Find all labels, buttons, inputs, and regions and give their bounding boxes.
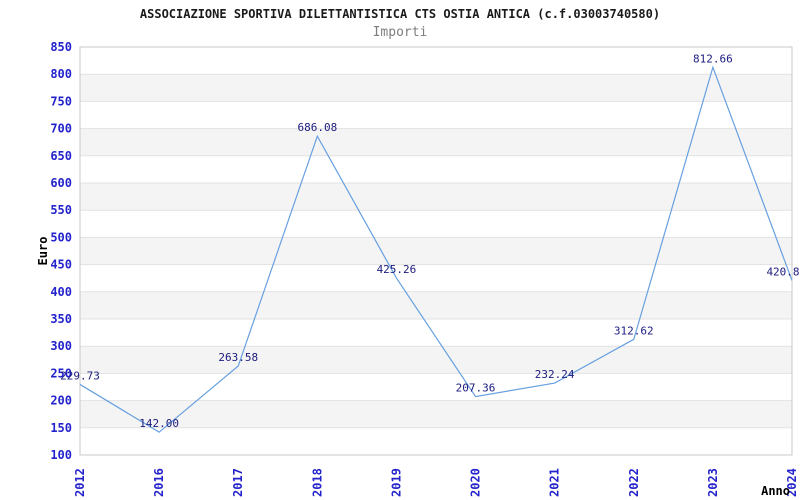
x-tick-label: 2021 bbox=[548, 468, 562, 497]
shaded-band bbox=[80, 128, 792, 156]
y-axis-title: Euro bbox=[36, 237, 50, 266]
y-tick-label: 500 bbox=[50, 230, 72, 244]
data-point-label: 686.08 bbox=[297, 121, 337, 134]
y-tick-label: 200 bbox=[50, 394, 72, 408]
y-tick-label: 850 bbox=[50, 40, 72, 54]
x-tick-label: 2020 bbox=[469, 468, 483, 497]
x-tick-label: 2018 bbox=[310, 468, 324, 497]
data-point-label: 207.36 bbox=[456, 382, 496, 395]
x-tick-label: 2024 bbox=[785, 468, 799, 497]
y-tick-label: 100 bbox=[50, 448, 72, 462]
x-axis-title: Anno bbox=[761, 484, 790, 498]
shaded-band bbox=[80, 400, 792, 428]
x-tick-label: 2023 bbox=[706, 468, 720, 497]
y-tick-label: 600 bbox=[50, 176, 72, 190]
x-axis-tick-labels: 2012 2016 2017 2018 2019 2020 2021 2022 2023 2024 bbox=[73, 468, 799, 497]
x-tick-label: 2022 bbox=[627, 468, 641, 497]
y-tick-label: 450 bbox=[50, 258, 72, 272]
data-point-label: 229.73 bbox=[60, 369, 100, 382]
y-tick-label: 650 bbox=[50, 149, 72, 163]
shaded-band bbox=[80, 291, 792, 319]
plot-bands bbox=[80, 74, 792, 428]
x-tick-label: 2012 bbox=[73, 468, 87, 497]
shaded-band bbox=[80, 346, 792, 374]
y-tick-label: 350 bbox=[50, 312, 72, 326]
data-point-label: 263.58 bbox=[218, 351, 258, 364]
chart-subtitle: Importi bbox=[372, 25, 428, 40]
y-tick-label: 800 bbox=[50, 67, 72, 81]
y-tick-label: 700 bbox=[50, 122, 72, 136]
gridlines bbox=[80, 73, 792, 429]
chart-title: ASSOCIAZIONE SPORTIVA DILETTANTISTICA CT… bbox=[139, 7, 661, 21]
data-point-label: 312.62 bbox=[614, 324, 654, 337]
data-point-label: 420.8 bbox=[766, 265, 799, 278]
shaded-band bbox=[80, 183, 792, 211]
x-tick-label: 2019 bbox=[389, 468, 403, 497]
y-tick-label: 550 bbox=[50, 203, 72, 217]
data-point-label: 142.00 bbox=[139, 417, 179, 430]
y-tick-label: 150 bbox=[50, 421, 72, 435]
y-tick-label: 750 bbox=[50, 94, 72, 108]
y-tick-label: 300 bbox=[50, 339, 72, 353]
series-line bbox=[79, 65, 793, 433]
shaded-band bbox=[80, 74, 792, 102]
data-point-labels: 229.73 142.00 263.58 686.08 425.26 207.36 232.… bbox=[60, 52, 799, 430]
y-tick-label: 250 bbox=[50, 366, 72, 380]
x-tick-label: 2016 bbox=[152, 468, 166, 497]
data-point-label: 232.24 bbox=[535, 368, 575, 381]
data-point-label: 812.66 bbox=[693, 52, 733, 65]
plot-border bbox=[79, 46, 793, 456]
data-point-label: 425.26 bbox=[377, 263, 417, 276]
x-tick-label: 2017 bbox=[231, 468, 245, 497]
y-axis-tick-labels: 100 150 200 250 300 350 400 450 500 550 600 650 700 7… bbox=[50, 40, 72, 462]
shaded-band bbox=[80, 237, 792, 265]
y-tick-label: 400 bbox=[50, 285, 72, 299]
